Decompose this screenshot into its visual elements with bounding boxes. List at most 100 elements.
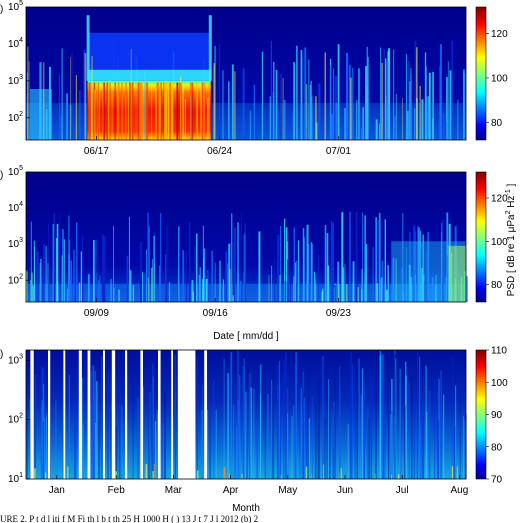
spectrogram-band (127, 82, 129, 140)
spectrogram-band (81, 129, 82, 140)
spectrogram-band (70, 260, 72, 302)
spectrogram-band (455, 385, 457, 479)
spectrogram-band (87, 32, 211, 70)
spectrogram-band (184, 99, 187, 140)
spectrogram-band (267, 393, 269, 479)
spectrogram-band (188, 222, 191, 302)
spectrogram-band (370, 384, 373, 479)
spectrogram-band (98, 280, 100, 302)
spectrogram-band (160, 213, 162, 302)
y-tick-base: 10 (8, 2, 20, 13)
spectrogram-band (380, 277, 383, 302)
spectrogram-band (213, 380, 215, 479)
spectrogram-band (440, 370, 442, 479)
spectrogram-band (41, 274, 43, 302)
spectrogram-band (421, 267, 424, 302)
spectrogram-band (375, 119, 378, 140)
spectrogram-gap (103, 350, 106, 479)
spectrogram-band (244, 223, 247, 302)
spectrogram-band (94, 89, 96, 140)
spectrogram-band (182, 82, 185, 140)
spectrogram-band (143, 273, 146, 302)
spectrogram-band (249, 372, 251, 479)
y-tick-base: 10 (8, 355, 20, 366)
x-tick-label: 09/16 (203, 308, 228, 319)
spectrogram-band (110, 278, 112, 302)
y-tick-label: 105 (8, 0, 23, 13)
spectrogram-band (145, 464, 148, 479)
spectrogram-band (365, 65, 368, 140)
spectrogram-band (56, 223, 59, 302)
y-tick-exponent: 2 (19, 413, 23, 420)
spectrogram-band (453, 425, 456, 479)
spectrogram-band (46, 413, 48, 479)
spectrogram-band (69, 239, 71, 302)
spectrogram-band (319, 379, 320, 479)
spectrogram-band (405, 361, 407, 479)
spectrogram-band (381, 260, 384, 302)
spectrogram-band (313, 278, 316, 302)
panel-label-b: ) (0, 170, 3, 181)
spectrogram-band (449, 70, 452, 140)
spectrogram-band (129, 270, 132, 302)
spectrogram-band (68, 375, 70, 479)
spectrogram-band (59, 74, 61, 140)
spectrogram-band (451, 466, 453, 479)
spectrogram-band (223, 467, 226, 479)
y-tick-label: 102 (8, 111, 23, 124)
spectrogram-band (151, 82, 153, 140)
spectrogram-band (241, 214, 243, 302)
spectrogram-band (417, 352, 419, 479)
spectrogram-band (395, 358, 397, 479)
spectrogram-band (416, 47, 418, 141)
spectrogram-band (342, 118, 344, 140)
spectrogram-band (334, 285, 336, 302)
spectrogram-band (142, 82, 144, 140)
spectrogram-band (337, 261, 340, 302)
spectrogram-band (442, 394, 445, 479)
spectrogram-band (459, 390, 461, 479)
spectrogram-band (49, 367, 51, 479)
spectrogram-band (311, 243, 314, 302)
spectrogram-band (66, 288, 68, 302)
spectrogram-band (280, 73, 283, 140)
panel-a-x-axis: 06/17 06/24 07/01 (84, 136, 351, 157)
spectrogram-band (215, 409, 217, 479)
spectrogram-band (203, 257, 204, 302)
spectrogram-band (157, 82, 160, 140)
x-tick-label: Jun (337, 485, 353, 496)
colorbar-tick-label: 80 (491, 280, 503, 291)
y-tick-exponent: 2 (19, 111, 23, 118)
x-tick-label: 09/23 (326, 308, 351, 319)
spectrogram-band (107, 370, 109, 479)
spectrogram-band (362, 212, 364, 302)
spectrogram-band (340, 468, 342, 479)
panel-c-x-axis: Jan Feb Mar Apr May Jun Jul Aug (49, 475, 468, 496)
spectrogram-band (234, 227, 236, 302)
spectrogram-band (384, 424, 386, 479)
spectrogram-band (115, 425, 118, 479)
spectrogram-band (269, 96, 271, 140)
spectrogram-band (391, 411, 393, 479)
colorbar-tick-label: 90 (491, 410, 503, 421)
spectrogram-band (271, 265, 273, 302)
spectrogram-band (160, 82, 162, 140)
spectrogram-band (356, 99, 358, 140)
colorbar-tick-label: 120 (491, 194, 508, 205)
spectrogram-band (436, 391, 439, 479)
spectrogram-band (421, 401, 424, 479)
spectrogram-band (425, 365, 427, 479)
spectrogram-band (26, 72, 29, 140)
panel-a-colorbar: 80 100 120 (475, 6, 508, 141)
spectrogram-band (315, 96, 317, 140)
spectrogram-band (424, 52, 427, 140)
y-tick-exponent: 1 (19, 472, 23, 479)
spectrogram-band (354, 393, 356, 479)
spectrogram-band (412, 101, 413, 140)
spectrogram-band (79, 90, 81, 140)
spectrogram-band (350, 77, 352, 140)
spectrogram-band (45, 417, 47, 479)
spectrogram-band (361, 269, 363, 302)
spectrogram-band (311, 475, 313, 479)
